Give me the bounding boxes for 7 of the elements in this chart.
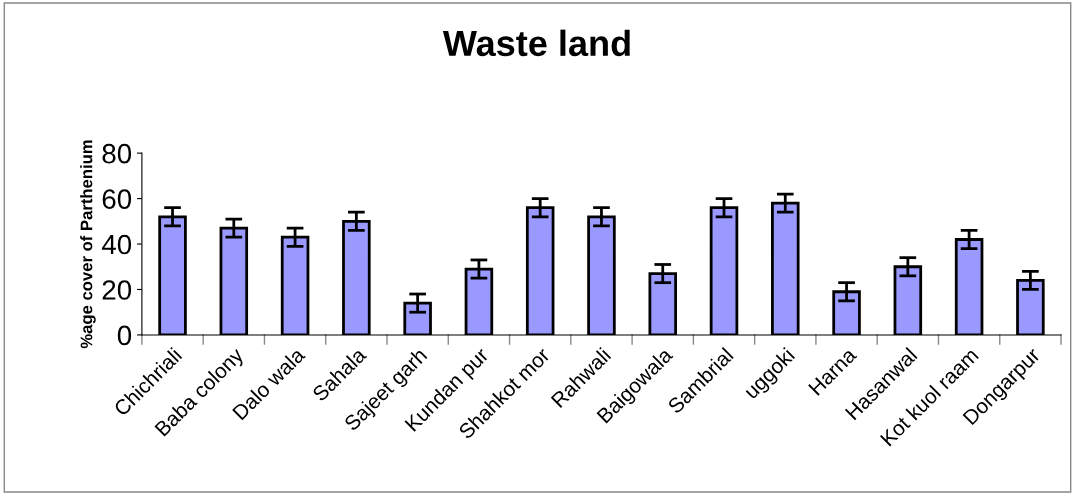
y-tick-label: 60: [102, 189, 132, 209]
y-tick-label: 0: [117, 325, 132, 346]
y-axis-title: %age cover of Parthenium: [80, 140, 96, 349]
y-tick-label: 40: [101, 234, 132, 255]
y-tick-label: 80: [102, 143, 132, 164]
y-tick-label: 20: [102, 280, 132, 300]
chart-title: Waste land: [442, 29, 630, 57]
